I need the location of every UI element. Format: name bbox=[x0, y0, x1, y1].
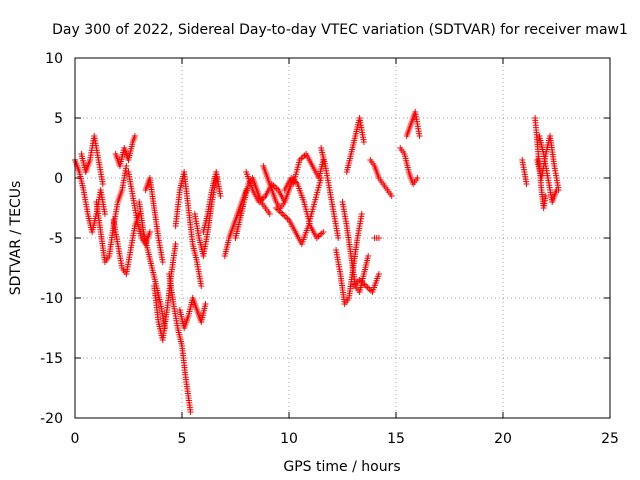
x-tick-label: 25 bbox=[601, 431, 619, 447]
y-tick-label: 5 bbox=[54, 111, 63, 127]
data-point bbox=[365, 253, 372, 259]
data-point bbox=[131, 133, 138, 139]
data-point bbox=[202, 301, 209, 307]
data-point bbox=[523, 181, 530, 187]
data-point bbox=[320, 229, 327, 235]
data-point bbox=[553, 187, 560, 193]
data-point bbox=[172, 241, 179, 247]
x-tick-label: 20 bbox=[494, 431, 512, 447]
data-points bbox=[72, 109, 562, 415]
data-point bbox=[198, 283, 205, 289]
data-point bbox=[416, 133, 423, 139]
data-point bbox=[360, 139, 367, 145]
data-point bbox=[388, 193, 395, 199]
y-tick-label: -20 bbox=[40, 411, 63, 427]
data-point bbox=[187, 409, 194, 415]
data-point bbox=[358, 211, 365, 217]
data-point bbox=[159, 259, 166, 265]
axis-ticks: 0 5 10 15 20 25 -20 -15 -10 -5 0 5 10 bbox=[40, 51, 619, 447]
data-point bbox=[335, 235, 342, 241]
x-tick-label: 5 bbox=[178, 431, 187, 447]
y-tick-label: -10 bbox=[40, 291, 63, 307]
y-tick-label: 10 bbox=[45, 51, 63, 67]
data-point bbox=[414, 175, 421, 181]
data-point bbox=[146, 229, 153, 235]
x-axis-title: GPS time / hours bbox=[283, 459, 400, 475]
data-point bbox=[542, 193, 549, 199]
y-axis-title: SDTVAR / TECUs bbox=[8, 181, 24, 296]
grid bbox=[75, 58, 610, 418]
y-tick-label: -5 bbox=[49, 231, 63, 247]
data-point bbox=[101, 211, 108, 217]
x-tick-label: 15 bbox=[387, 431, 405, 447]
y-tick-label: 0 bbox=[54, 171, 63, 187]
data-point bbox=[375, 271, 382, 277]
data-point bbox=[266, 211, 273, 217]
data-point bbox=[375, 235, 382, 241]
y-tick-label: -15 bbox=[40, 351, 63, 367]
x-tick-label: 0 bbox=[71, 431, 80, 447]
data-point bbox=[99, 181, 106, 187]
x-tick-label: 10 bbox=[280, 431, 298, 447]
chart-title: Day 300 of 2022, Sidereal Day-to-day VTE… bbox=[52, 22, 628, 38]
plot-frame bbox=[74, 57, 611, 419]
data-point bbox=[123, 163, 130, 169]
data-point bbox=[217, 193, 224, 199]
